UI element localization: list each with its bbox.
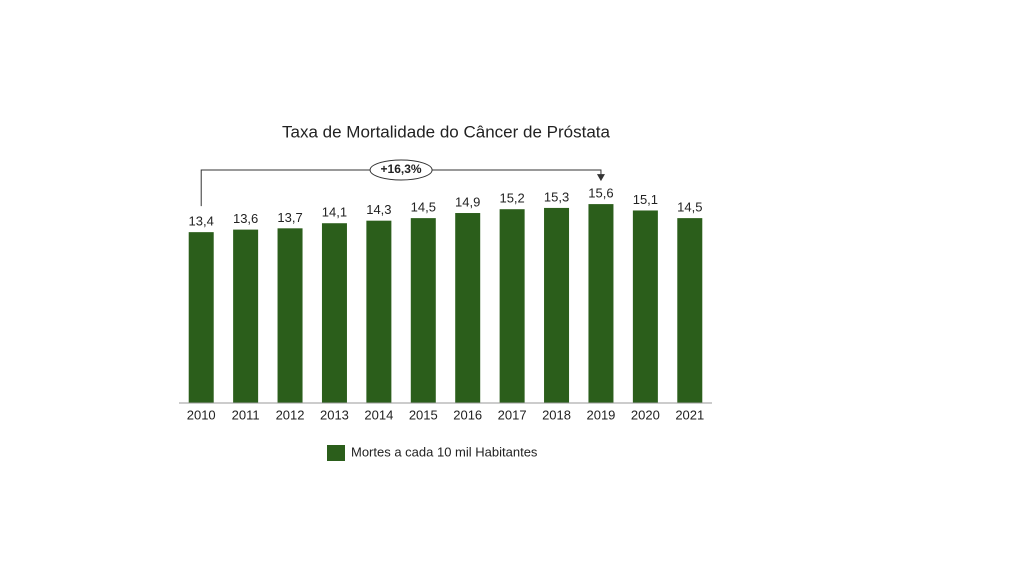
value-label: 14,5 (677, 200, 702, 215)
annotation-ellipse (369, 159, 433, 181)
bar (233, 229, 259, 403)
x-tick-label: 2014 (364, 407, 393, 422)
bar (321, 223, 347, 403)
x-tick-label: 2019 (586, 407, 615, 422)
value-label: 14,3 (366, 202, 391, 217)
value-label: 13,4 (189, 214, 214, 229)
value-label: 15,2 (499, 191, 524, 206)
bar (366, 220, 392, 403)
x-tick-label: 2010 (187, 407, 216, 422)
bar (188, 232, 214, 403)
value-label: 14,9 (455, 194, 480, 209)
legend-swatch (327, 445, 345, 461)
bar (632, 210, 658, 403)
x-tick-label: 2020 (631, 407, 660, 422)
x-tick-label: 2016 (453, 407, 482, 422)
bar (410, 218, 436, 403)
x-tick-label: 2017 (498, 407, 527, 422)
value-label: 13,7 (277, 210, 302, 225)
legend-label: Mortes a cada 10 mil Habitantes (351, 444, 538, 459)
x-tick-label: 2013 (320, 407, 349, 422)
annotation-arrow (596, 174, 605, 182)
x-tick-label: 2018 (542, 407, 571, 422)
value-label: 14,5 (411, 200, 436, 215)
value-label: 15,3 (544, 189, 569, 204)
value-label: 15,1 (633, 192, 658, 207)
bar (588, 204, 614, 403)
bar (544, 207, 570, 403)
x-tick-label: 2015 (409, 407, 438, 422)
x-tick-label: 2011 (232, 407, 260, 422)
bar (499, 209, 525, 403)
x-tick-label: 2012 (276, 407, 305, 422)
value-label: 14,1 (322, 205, 347, 220)
bar (677, 218, 703, 403)
annotation: +16,3% (381, 162, 422, 176)
bar (277, 228, 303, 403)
value-label: 13,6 (233, 211, 258, 226)
x-tick-label: 2021 (675, 407, 704, 422)
bar (455, 213, 481, 403)
value-label: 15,6 (588, 186, 613, 201)
chart-title: Taxa de Mortalidade do Câncer de Próstat… (282, 122, 610, 141)
